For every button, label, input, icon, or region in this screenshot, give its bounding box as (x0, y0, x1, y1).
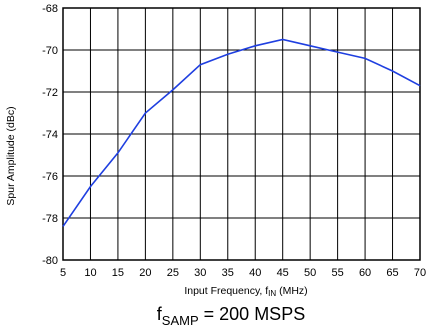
y-tick-label: -68 (42, 3, 58, 15)
x-tick-label: 15 (112, 267, 124, 279)
y-tick-label: -76 (42, 171, 58, 183)
x-tick-label: 65 (386, 267, 398, 279)
x-tick-label: 10 (84, 267, 96, 279)
x-tick-label: 55 (331, 267, 343, 279)
caption-tail: = 200 MSPS (199, 304, 306, 324)
y-tick-label: -78 (42, 213, 58, 225)
x-tick-labels: 5 10 15 20 25 30 35 40 45 50 55 60 65 70 (60, 267, 426, 279)
x-axis-label-unit: (MHz) (276, 285, 308, 297)
x-tick-label: 40 (249, 267, 261, 279)
y-axis-label: Spur Amplitude (dBc) (5, 106, 17, 205)
y-tick-label: -74 (42, 129, 58, 141)
x-axis-label-subscript: IN (268, 289, 276, 298)
x-tick-label: 45 (277, 267, 289, 279)
y-tick-labels: -80 -78 -76 -74 -72 -70 -68 (42, 3, 58, 267)
caption-main: f (157, 304, 163, 324)
x-tick-label: 35 (222, 267, 234, 279)
x-tick-label: 5 (60, 267, 66, 279)
grid-lines (62, 7, 421, 261)
x-axis-label-main: Input Frequency, f (184, 285, 268, 297)
x-tick-label: 70 (414, 267, 426, 279)
y-tick-label: -72 (42, 87, 58, 99)
x-tick-label: 30 (194, 267, 206, 279)
y-tick-label: -80 (42, 255, 58, 267)
x-tick-label: 50 (304, 267, 316, 279)
x-tick-label: 20 (139, 267, 151, 279)
plot-frame (62, 7, 421, 261)
caption-subscript: SAMP (162, 313, 199, 328)
sampling-rate-caption: fSAMP = 200 MSPS (157, 304, 305, 328)
x-tick-label: 60 (359, 267, 371, 279)
series-line (62, 38, 421, 227)
y-tick-label: -70 (42, 45, 58, 57)
x-axis-label: Input Frequency, fIN (MHz) (184, 285, 307, 298)
x-tick-label: 25 (167, 267, 179, 279)
